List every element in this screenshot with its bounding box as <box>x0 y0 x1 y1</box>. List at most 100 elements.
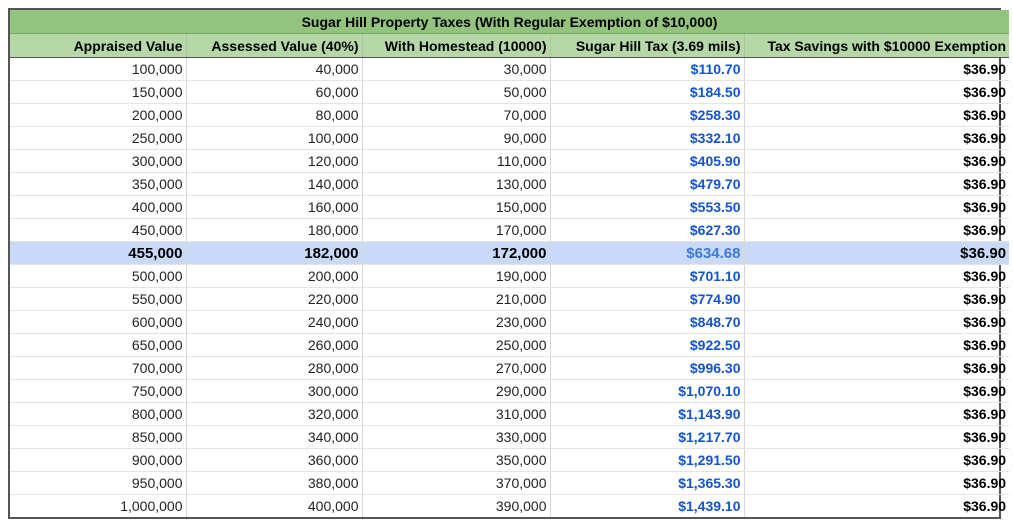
cell-assessed-value[interactable]: 80,000 <box>186 103 363 127</box>
cell-tax-savings[interactable]: $36.90 <box>744 195 1010 219</box>
header-appraised-value[interactable]: Appraised Value <box>10 33 187 58</box>
cell-sugar-hill-tax[interactable]: $405.90 <box>550 149 745 173</box>
cell-with-homestead[interactable]: 110,000 <box>362 149 551 173</box>
cell-tax-savings[interactable]: $36.90 <box>963 498 1007 514</box>
cell-appraised-value[interactable]: 300,000 <box>10 149 187 173</box>
cell-appraised-value[interactable]: 450,000 <box>10 218 187 242</box>
cell-with-homestead[interactable]: 310,000 <box>362 402 551 426</box>
cell-sugar-hill-tax[interactable]: $1,291.50 <box>550 448 745 472</box>
cell-assessed-value[interactable]: 340,000 <box>186 425 363 449</box>
cell-appraised-value[interactable]: 800,000 <box>10 402 187 426</box>
cell-with-homestead[interactable]: 130,000 <box>362 172 551 196</box>
cell-sugar-hill-tax[interactable]: $332.10 <box>550 126 745 150</box>
cell-appraised-value[interactable]: 700,000 <box>10 356 187 380</box>
cell-with-homestead[interactable]: 390,000 <box>362 494 551 517</box>
cell-tax-savings[interactable]: $36.90 <box>744 103 1010 127</box>
cell-tax-savings[interactable]: $36.90 <box>744 126 1010 150</box>
cell-sugar-hill-tax[interactable]: $922.50 <box>550 333 745 357</box>
cell-tax-savings[interactable]: $36.90 <box>744 471 1010 495</box>
cell-with-homestead[interactable]: 250,000 <box>362 333 551 357</box>
header-tax-savings[interactable]: Tax Savings with $10000 Exemption <box>744 33 1010 58</box>
cell-tax-savings[interactable]: $36.90 <box>744 425 1010 449</box>
cell-with-homestead[interactable]: 290,000 <box>362 379 551 403</box>
cell-tax-savings[interactable]: $36.90 <box>744 379 1010 403</box>
cell-sugar-hill-tax[interactable]: $184.50 <box>550 80 745 104</box>
cell-tax-savings[interactable]: $36.90 <box>744 287 1010 311</box>
cell-tax-savings[interactable]: $36.90 <box>744 333 1010 357</box>
cell-with-homestead[interactable]: 50,000 <box>362 80 551 104</box>
cell-sugar-hill-tax[interactable]: $701.10 <box>550 264 745 288</box>
cell-with-homestead[interactable]: 172,000 <box>362 241 551 265</box>
cell-assessed-value[interactable]: 360,000 <box>186 448 363 472</box>
cell-tax-savings[interactable]: $36.90 <box>744 356 1010 380</box>
cell-assessed-value[interactable]: 240,000 <box>186 310 363 334</box>
cell-assessed-value[interactable]: 120,000 <box>186 149 363 173</box>
cell-with-homestead[interactable]: 210,000 <box>362 287 551 311</box>
cell-sugar-hill-tax[interactable]: $1,439.10 <box>550 494 745 517</box>
cell-with-homestead[interactable]: 70,000 <box>362 103 551 127</box>
cell-tax-savings[interactable]: $36.90 <box>744 80 1010 104</box>
cell-tax-savings[interactable]: $36.90 <box>744 241 1010 265</box>
cell-sugar-hill-tax[interactable]: $553.50 <box>550 195 745 219</box>
cell-assessed-value[interactable]: 100,000 <box>186 126 363 150</box>
cell-with-homestead[interactable]: 370,000 <box>362 471 551 495</box>
cell-with-homestead[interactable]: 230,000 <box>362 310 551 334</box>
cell-appraised-value[interactable]: 200,000 <box>10 103 187 127</box>
cell-tax-savings[interactable]: $36.90 <box>744 310 1010 334</box>
cell-appraised-value[interactable]: 900,000 <box>10 448 187 472</box>
cell-assessed-value[interactable]: 140,000 <box>186 172 363 196</box>
cell-assessed-value[interactable]: 300,000 <box>186 379 363 403</box>
cell-assessed-value[interactable]: 40,000 <box>186 57 363 81</box>
cell-with-homestead[interactable]: 330,000 <box>362 425 551 449</box>
cell-with-homestead[interactable]: 150,000 <box>362 195 551 219</box>
cell-assessed-value[interactable]: 60,000 <box>186 80 363 104</box>
header-with-homestead[interactable]: With Homestead (10000) <box>362 33 551 58</box>
cell-sugar-hill-tax[interactable]: $479.70 <box>550 172 745 196</box>
header-assessed-value[interactable]: Assessed Value (40%) <box>186 33 363 58</box>
cell-tax-savings[interactable]: $36.90 <box>744 264 1010 288</box>
cell-sugar-hill-tax[interactable]: $996.30 <box>550 356 745 380</box>
cell-sugar-hill-tax[interactable]: $1,217.70 <box>550 425 745 449</box>
cell-appraised-value[interactable]: 750,000 <box>10 379 187 403</box>
cell-with-homestead[interactable]: 90,000 <box>362 126 551 150</box>
cell-with-homestead[interactable]: 270,000 <box>362 356 551 380</box>
cell-appraised-value[interactable]: 850,000 <box>10 425 187 449</box>
cell-appraised-value[interactable]: 950,000 <box>10 471 187 495</box>
cell-appraised-value[interactable]: 500,000 <box>10 264 187 288</box>
cell-tax-savings[interactable]: $36.90 <box>744 57 1010 81</box>
cell-appraised-value[interactable]: 100,000 <box>10 57 187 81</box>
cell-tax-savings[interactable]: $36.90 <box>744 149 1010 173</box>
cell-sugar-hill-tax[interactable]: $1,365.30 <box>550 471 745 495</box>
cell-sugar-hill-tax[interactable]: $1,070.10 <box>550 379 745 403</box>
cell-assessed-value[interactable]: 260,000 <box>186 333 363 357</box>
cell-appraised-value[interactable]: 600,000 <box>10 310 187 334</box>
cell-tax-savings[interactable]: $36.90 <box>744 218 1010 242</box>
cell-assessed-value[interactable]: 320,000 <box>186 402 363 426</box>
cell-appraised-value[interactable]: 350,000 <box>10 172 187 196</box>
cell-sugar-hill-tax[interactable]: $627.30 <box>550 218 745 242</box>
cell-appraised-value[interactable]: 550,000 <box>10 287 187 311</box>
cell-appraised-value[interactable]: 1,000,000 <box>10 494 187 517</box>
cell-sugar-hill-tax[interactable]: $1,143.90 <box>550 402 745 426</box>
cell-assessed-value[interactable]: 200,000 <box>186 264 363 288</box>
cell-sugar-hill-tax[interactable]: $848.70 <box>550 310 745 334</box>
cell-appraised-value[interactable]: 455,000 <box>10 241 187 265</box>
cell-sugar-hill-tax[interactable]: $634.68 <box>550 241 745 265</box>
cell-with-homestead[interactable]: 30,000 <box>362 57 551 81</box>
cell-sugar-hill-tax[interactable]: $258.30 <box>550 103 745 127</box>
cell-with-homestead[interactable]: 170,000 <box>362 218 551 242</box>
cell-sugar-hill-tax[interactable]: $774.90 <box>550 287 745 311</box>
cell-tax-savings[interactable]: $36.90 <box>744 448 1010 472</box>
cell-assessed-value[interactable]: 180,000 <box>186 218 363 242</box>
cell-appraised-value[interactable]: 150,000 <box>10 80 187 104</box>
header-sugar-hill-tax[interactable]: Sugar Hill Tax (3.69 mils) <box>550 33 745 58</box>
cell-appraised-value[interactable]: 250,000 <box>10 126 187 150</box>
cell-appraised-value[interactable]: 400,000 <box>10 195 187 219</box>
cell-assessed-value[interactable]: 160,000 <box>186 195 363 219</box>
cell-sugar-hill-tax[interactable]: $110.70 <box>550 57 745 81</box>
cell-appraised-value[interactable]: 650,000 <box>10 333 187 357</box>
cell-with-homestead[interactable]: 190,000 <box>362 264 551 288</box>
cell-tax-savings[interactable]: $36.90 <box>744 402 1010 426</box>
cell-assessed-value[interactable]: 182,000 <box>186 241 363 265</box>
cell-assessed-value[interactable]: 280,000 <box>186 356 363 380</box>
